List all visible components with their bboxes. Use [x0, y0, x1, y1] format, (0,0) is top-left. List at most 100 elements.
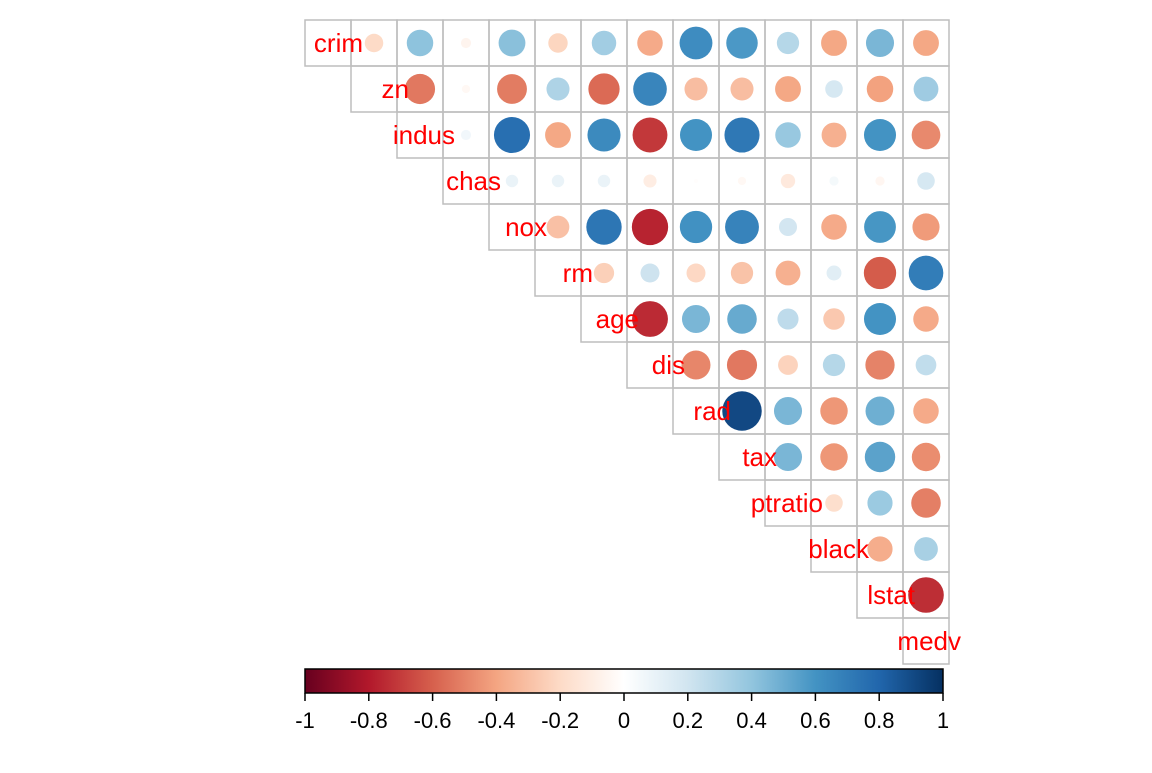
- variable-label-age: age: [596, 304, 639, 334]
- corr-circle-ptratio-medv: [911, 488, 941, 518]
- corr-circle-zn-ptratio: [775, 76, 801, 102]
- corr-circle-age-black: [823, 308, 845, 330]
- corr-circle-crim-nox: [498, 29, 526, 57]
- color-legend: -1 -0.8 -0.6 -0.4 -0.2 0 0.2 0.4 0.6 0.8 1: [295, 668, 949, 733]
- variable-label-crim: crim: [314, 28, 363, 58]
- corr-circle-age-tax: [727, 304, 757, 334]
- legend-tick-label: -0.6: [414, 708, 452, 733]
- legend-tick-label: 0.4: [736, 708, 767, 733]
- corr-circle-zn-indus: [404, 73, 436, 105]
- corr-circle-crim-ptratio: [776, 31, 800, 55]
- corr-circle-crim-indus: [406, 29, 434, 57]
- corr-circle-ptratio-black: [825, 494, 843, 512]
- corr-circle-indus-rm: [545, 122, 571, 148]
- corr-circle-chas-tax: [737, 176, 747, 186]
- variable-label-indus: indus: [393, 120, 455, 150]
- corr-circle-zn-medv: [913, 76, 939, 102]
- corr-circle-age-ptratio: [777, 308, 799, 330]
- corr-circle-nox-age: [586, 209, 622, 245]
- variable-label-tax: tax: [742, 442, 777, 472]
- corr-circle-indus-age: [587, 118, 621, 152]
- variable-label-rm: rm: [563, 258, 593, 288]
- legend-tick-label: 0.6: [800, 708, 831, 733]
- corr-circle-ptratio-lstat: [867, 490, 893, 516]
- corr-circle-crim-black: [821, 30, 847, 56]
- variable-label-rad: rad: [693, 396, 731, 426]
- corr-circle-indus-lstat: [863, 118, 897, 152]
- corr-circle-zn-lstat: [866, 75, 894, 103]
- corr-circle-dis-ptratio: [778, 355, 798, 375]
- legend-tick-label: 0: [618, 708, 630, 733]
- corr-circle-tax-lstat: [864, 441, 896, 473]
- variable-label-ptratio: ptratio: [751, 488, 823, 518]
- corr-circle-crim-zn: [364, 33, 384, 53]
- corr-circle-rm-age: [593, 262, 615, 284]
- legend-tick-label: -1: [295, 708, 315, 733]
- corr-circle-chas-rm: [551, 174, 565, 188]
- corr-circle-dis-rad: [681, 350, 711, 380]
- corr-circle-rm-dis: [640, 263, 660, 283]
- variable-label-dis: dis: [652, 350, 685, 380]
- corr-circle-chas-ptratio: [780, 173, 796, 189]
- corr-circle-indus-chas: [460, 129, 472, 141]
- legend-tick-label: -0.4: [477, 708, 515, 733]
- corr-circle-tax-black: [820, 443, 848, 471]
- legend-tick-label: -0.8: [350, 708, 388, 733]
- corr-circle-chas-rad: [693, 178, 699, 184]
- corr-circle-rm-black: [826, 265, 842, 281]
- corr-circle-zn-chas: [461, 84, 471, 94]
- corr-circle-tax-ptratio: [773, 442, 803, 472]
- corr-circle-indus-tax: [724, 117, 760, 153]
- legend-tick-label: 1: [937, 708, 949, 733]
- corr-circle-dis-tax: [726, 349, 758, 381]
- variable-label-chas: chas: [446, 166, 501, 196]
- corr-circle-crim-age: [591, 30, 617, 56]
- corr-circle-indus-medv: [911, 120, 941, 150]
- corr-circle-dis-lstat: [865, 350, 895, 380]
- corr-circle-age-rad: [681, 304, 711, 334]
- corr-circle-rm-medv: [908, 255, 944, 291]
- corr-circle-nox-ptratio: [778, 217, 798, 237]
- corr-circle-crim-dis: [637, 30, 663, 56]
- corr-circle-zn-nox: [497, 74, 527, 104]
- variable-label-nox: nox: [505, 212, 547, 242]
- corr-circle-crim-chas: [460, 37, 472, 49]
- corr-circle-nox-black: [821, 214, 847, 240]
- corr-circle-crim-rm: [548, 33, 568, 53]
- corr-circle-zn-age: [588, 73, 620, 105]
- corr-circle-nox-medv: [912, 213, 940, 241]
- corr-circle-rad-ptratio: [773, 396, 803, 426]
- corr-circle-age-medv: [913, 306, 939, 332]
- corr-circle-rad-lstat: [865, 396, 895, 426]
- corr-circle-age-lstat: [863, 302, 897, 336]
- variable-label-zn: zn: [382, 74, 409, 104]
- corr-circle-nox-rm: [546, 215, 570, 239]
- corr-circle-dis-black: [822, 353, 846, 377]
- corr-circle-black-lstat: [867, 536, 893, 562]
- variable-label-medv: medv: [897, 626, 961, 656]
- corr-circle-age-dis: [632, 301, 668, 337]
- legend-tick-label: 0.2: [673, 708, 704, 733]
- corr-circle-rad-medv: [913, 398, 939, 424]
- corr-circle-zn-black: [825, 80, 843, 98]
- corr-circle-rm-tax: [730, 261, 754, 285]
- corr-circle-chas-nox: [505, 174, 519, 188]
- corr-circle-indus-ptratio: [775, 122, 801, 148]
- corr-circle-chas-lstat: [875, 176, 885, 186]
- circle-layer: [364, 26, 944, 613]
- legend-tick-label: -0.2: [541, 708, 579, 733]
- corr-circle-chas-medv: [917, 172, 935, 190]
- corr-circle-rm-lstat: [863, 256, 897, 290]
- corr-circle-nox-tax: [725, 210, 759, 244]
- corr-circle-tax-medv: [911, 442, 941, 472]
- corr-circle-chas-black: [829, 176, 839, 186]
- corr-circle-indus-black: [821, 122, 847, 148]
- corr-circle-zn-rm: [546, 77, 570, 101]
- corr-circle-nox-dis: [631, 208, 669, 246]
- grid-layer: [304, 19, 950, 665]
- corr-circle-crim-medv: [913, 30, 939, 56]
- variable-label-lstat: lstat: [867, 580, 915, 610]
- corr-circle-rm-ptratio: [775, 260, 801, 286]
